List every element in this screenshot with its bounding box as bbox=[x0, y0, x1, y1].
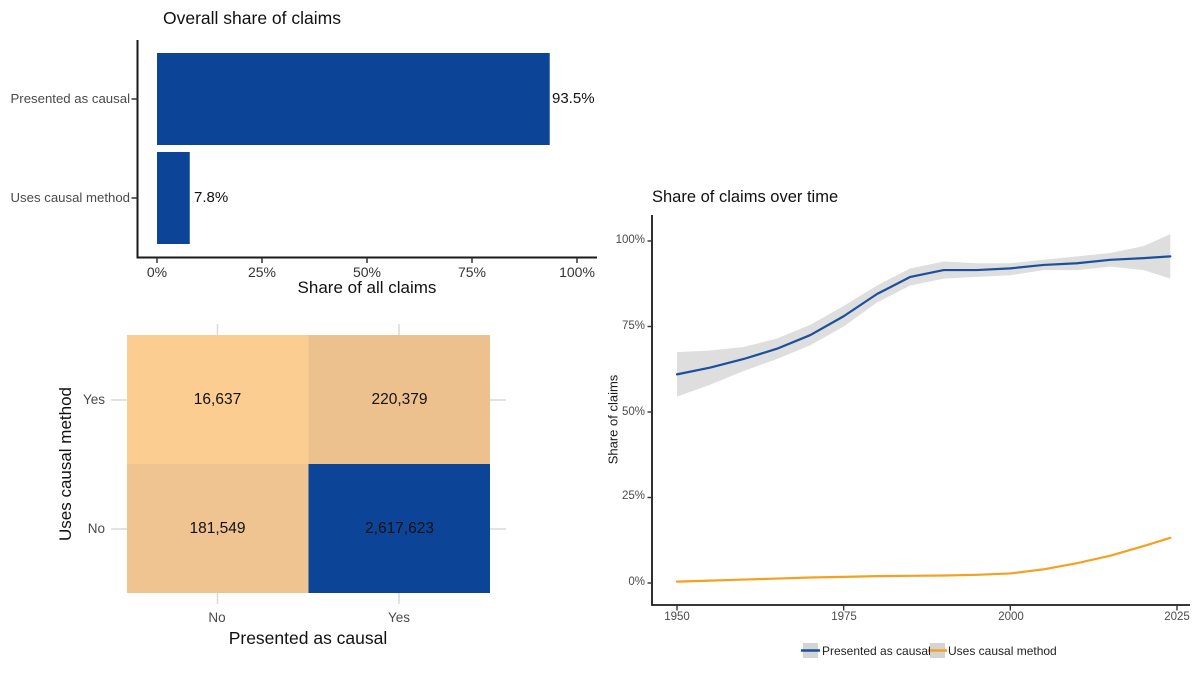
bar-value-label: 93.5% bbox=[552, 90, 595, 107]
confidence-band bbox=[677, 234, 1171, 397]
y-category-label: Uses causal method bbox=[10, 190, 130, 205]
legend-label: Uses causal method bbox=[948, 644, 1057, 658]
x-axis-tick: 0% bbox=[146, 264, 168, 280]
chart-title: Overall share of claims bbox=[163, 8, 341, 28]
y-axis-tick: 75% bbox=[621, 320, 645, 332]
heatmap-graphics bbox=[111, 324, 506, 604]
bar bbox=[157, 53, 550, 145]
y-axis-title: Uses causal method bbox=[56, 386, 75, 542]
panel-overall-share: Overall share of claims Presented as cau… bbox=[0, 0, 620, 305]
heatmap-cell-value: 220,379 bbox=[371, 391, 428, 408]
heatmap-cell bbox=[127, 335, 309, 464]
y-axis-title: Share of claims bbox=[605, 374, 621, 465]
bar-chart-graphics bbox=[131, 40, 597, 263]
chart-title: Share of claims over time bbox=[652, 188, 839, 206]
line-chart-graphics bbox=[647, 215, 1190, 658]
y-axis-tick: 25% bbox=[621, 490, 645, 502]
heatmap-cell-value: 16,637 bbox=[193, 391, 242, 408]
x-axis-tick: 2000 bbox=[998, 611, 1024, 623]
heatmap-cell bbox=[308, 464, 490, 593]
y-axis-tick: 50% bbox=[621, 406, 645, 418]
y-axis-tick: No bbox=[87, 521, 105, 536]
x-axis-tick: 1975 bbox=[831, 611, 857, 623]
x-axis-tick: 25% bbox=[247, 264, 277, 280]
x-axis-tick: 2025 bbox=[1164, 611, 1190, 623]
y-category-label: Presented as causal bbox=[10, 91, 131, 106]
x-axis-title: Share of all claims bbox=[297, 278, 437, 297]
legend-label: Presented as causal bbox=[822, 644, 931, 658]
panel-confusion-matrix: 16,637 220,379 181,549 2,617,623 Yes No … bbox=[0, 310, 580, 674]
heatmap-cell-value: 2,617,623 bbox=[365, 520, 434, 537]
trend-line bbox=[675, 536, 1172, 583]
x-axis-tick: 50% bbox=[352, 264, 382, 280]
x-axis-title: Presented as causal bbox=[228, 628, 388, 648]
y-axis-tick: 0% bbox=[628, 576, 645, 588]
panel-share-over-time: Share of claims over time 0% 25% 50% 75%… bbox=[600, 180, 1200, 674]
y-axis-tick: Yes bbox=[82, 392, 105, 407]
trend-line bbox=[675, 255, 1172, 376]
x-axis-tick: 1950 bbox=[664, 611, 690, 623]
y-axis-tick: 100% bbox=[615, 234, 645, 246]
x-axis-tick: No bbox=[208, 610, 226, 625]
x-axis-tick: Yes bbox=[387, 610, 411, 625]
heatmap-cell bbox=[127, 464, 309, 593]
axis-lines bbox=[136, 40, 597, 259]
x-axis-tick: 75% bbox=[457, 264, 487, 280]
heatmap-cell bbox=[308, 335, 490, 464]
heatmap-cell-value: 181,549 bbox=[189, 520, 246, 537]
bar bbox=[157, 152, 190, 244]
x-axis-tick: 100% bbox=[559, 264, 595, 280]
bar-value-label: 7.8% bbox=[194, 189, 229, 206]
